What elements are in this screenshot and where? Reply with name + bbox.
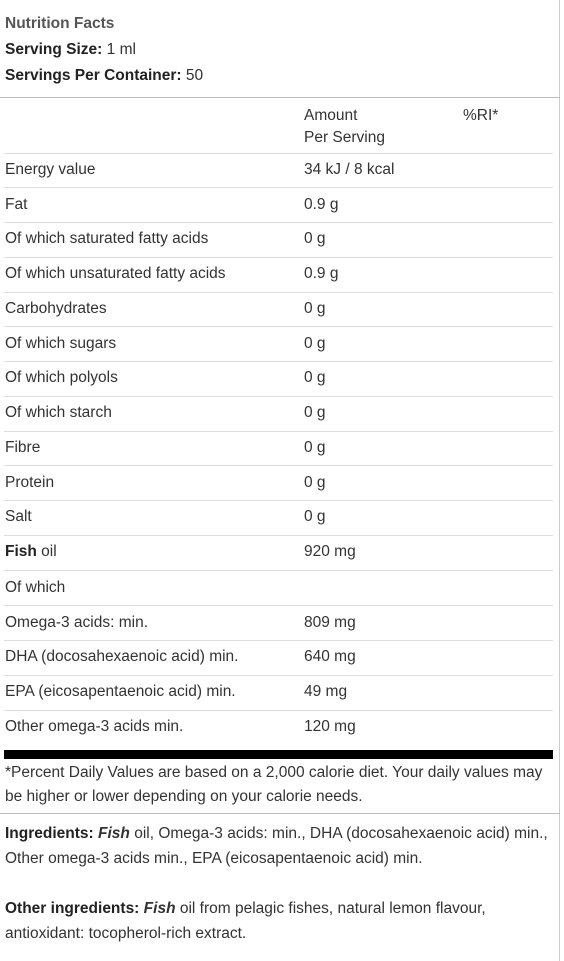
row-divider bbox=[4, 640, 553, 641]
row-name: Other omega-3 acids min. bbox=[5, 718, 184, 735]
ingredients: Ingredients: Fish oil, Omega-3 acids: mi… bbox=[5, 822, 557, 871]
row-name: Of which polyols bbox=[5, 369, 118, 386]
row-name: Of which saturated fatty acids bbox=[5, 230, 209, 247]
row-value: 920 mg bbox=[304, 543, 356, 560]
row-divider bbox=[4, 361, 553, 362]
row-name: Fat bbox=[5, 196, 28, 213]
row-value: 0 g bbox=[304, 369, 326, 386]
row-divider bbox=[4, 431, 553, 432]
column-header-amount-line1: Amount bbox=[304, 107, 358, 124]
column-header-ri: %RI* bbox=[463, 107, 499, 124]
ingredients-emph: Fish bbox=[98, 825, 130, 842]
serving-size: Serving Size: 1 ml bbox=[5, 41, 136, 59]
table-row: Other omega-3 acids min. 120 mg bbox=[4, 710, 553, 744]
row-name: Fibre bbox=[5, 439, 41, 456]
row-divider bbox=[4, 500, 553, 501]
servings-per-container-label: Servings Per Container: bbox=[5, 67, 182, 84]
row-value: 120 mg bbox=[304, 718, 356, 735]
serving-size-label: Serving Size: bbox=[5, 41, 103, 58]
other-ingredients-text: oil from pelagic fishes, natural lemon f… bbox=[5, 900, 486, 942]
row-divider bbox=[4, 675, 553, 676]
ingredients-label: Ingredients: bbox=[5, 825, 94, 842]
column-header-amount: Amount Per Serving bbox=[304, 105, 385, 149]
table-row: Fish oil 920 mg bbox=[4, 535, 553, 569]
table-row: DHA (docosahexaenoic acid) min. 640 mg bbox=[4, 640, 553, 674]
row-name: Protein bbox=[5, 474, 55, 491]
row-value: 0 g bbox=[304, 300, 326, 317]
row-value: 0 g bbox=[304, 474, 326, 491]
table-row: Of which bbox=[4, 571, 553, 605]
row-name: Of which sugars bbox=[5, 335, 117, 352]
row-value: 49 mg bbox=[304, 683, 348, 700]
footnote: *Percent Daily Values are based on a 2,0… bbox=[5, 764, 543, 805]
row-value: 809 mg bbox=[304, 614, 356, 631]
row-divider bbox=[4, 222, 553, 223]
table-row: Salt 0 g bbox=[4, 500, 553, 534]
other-ingredients-label: Other ingredients: bbox=[5, 900, 140, 917]
row-name: Salt bbox=[5, 508, 32, 525]
row-name-rest: oil bbox=[36, 543, 57, 560]
footnote-divider bbox=[0, 813, 560, 814]
table-row: Fibre 0 g bbox=[4, 431, 553, 465]
table-row: Carbohydrates 0 g bbox=[4, 292, 553, 326]
ingredients-text: oil, Omega-3 acids: min., DHA (docosahex… bbox=[5, 825, 548, 867]
table-row: Of which sugars 0 g bbox=[4, 327, 553, 361]
row-name-bold: Fish bbox=[5, 543, 37, 560]
row-value: 0.9 g bbox=[304, 196, 339, 213]
table-row: Of which starch 0 g bbox=[4, 396, 553, 430]
row-value: 0 g bbox=[304, 230, 326, 247]
column-header-amount-line2: Per Serving bbox=[304, 129, 385, 146]
serving-size-value: 1 ml bbox=[106, 41, 136, 58]
row-name: Of which bbox=[5, 579, 66, 596]
row-value: 0 g bbox=[304, 439, 326, 456]
row-divider bbox=[4, 465, 553, 466]
header-divider bbox=[0, 97, 560, 98]
table-row: Fat 0.9 g bbox=[4, 188, 553, 222]
row-name: DHA (docosahexaenoic acid) min. bbox=[5, 648, 239, 665]
table-row: Energy value 34 kJ / 8 kcal bbox=[4, 153, 553, 187]
row-name: Fish oil bbox=[5, 543, 57, 561]
servings-per-container-value: 50 bbox=[185, 67, 204, 84]
row-divider bbox=[4, 187, 553, 188]
row-divider bbox=[4, 605, 553, 606]
table-row: Protein 0 g bbox=[4, 466, 553, 500]
row-divider bbox=[4, 535, 553, 536]
table-row: Of which polyols 0 g bbox=[4, 361, 553, 395]
thick-divider bbox=[4, 750, 553, 759]
row-value: 0 g bbox=[304, 335, 326, 352]
row-name: Of which unsaturated fatty acids bbox=[5, 265, 226, 282]
row-divider bbox=[4, 710, 553, 711]
table-row: Of which saturated fatty acids 0 g bbox=[4, 222, 553, 256]
row-divider bbox=[4, 292, 553, 293]
table-row: Of which unsaturated fatty acids 0.9 g bbox=[4, 257, 553, 291]
row-divider bbox=[4, 396, 553, 397]
other-ingredients: Other ingredients: Fish oil from pelagic… bbox=[5, 897, 557, 946]
row-value: 34 kJ / 8 kcal bbox=[304, 161, 395, 178]
other-ingredients-emph: Fish bbox=[143, 900, 176, 917]
row-name: Energy value bbox=[5, 161, 96, 178]
table-row: EPA (eicosapentaenoic acid) min. 49 mg bbox=[4, 675, 553, 709]
row-name: Omega-3 acids: min. bbox=[5, 614, 148, 631]
servings-per-container: Servings Per Container: 50 bbox=[5, 67, 203, 85]
row-divider bbox=[4, 257, 553, 258]
table-row: Omega-3 acids: min. 809 mg bbox=[4, 606, 553, 640]
row-divider bbox=[4, 570, 553, 571]
row-divider bbox=[4, 326, 553, 327]
panel-title: Nutrition Facts bbox=[5, 15, 115, 32]
row-value: 640 mg bbox=[304, 648, 356, 665]
row-divider bbox=[4, 153, 553, 154]
row-value: 0 g bbox=[304, 404, 326, 421]
row-name: Carbohydrates bbox=[5, 300, 107, 317]
row-value: 0 g bbox=[304, 508, 326, 525]
row-name: Of which starch bbox=[5, 404, 112, 421]
row-value: 0.9 g bbox=[304, 265, 339, 282]
row-name: EPA (eicosapentaenoic acid) min. bbox=[5, 683, 236, 700]
